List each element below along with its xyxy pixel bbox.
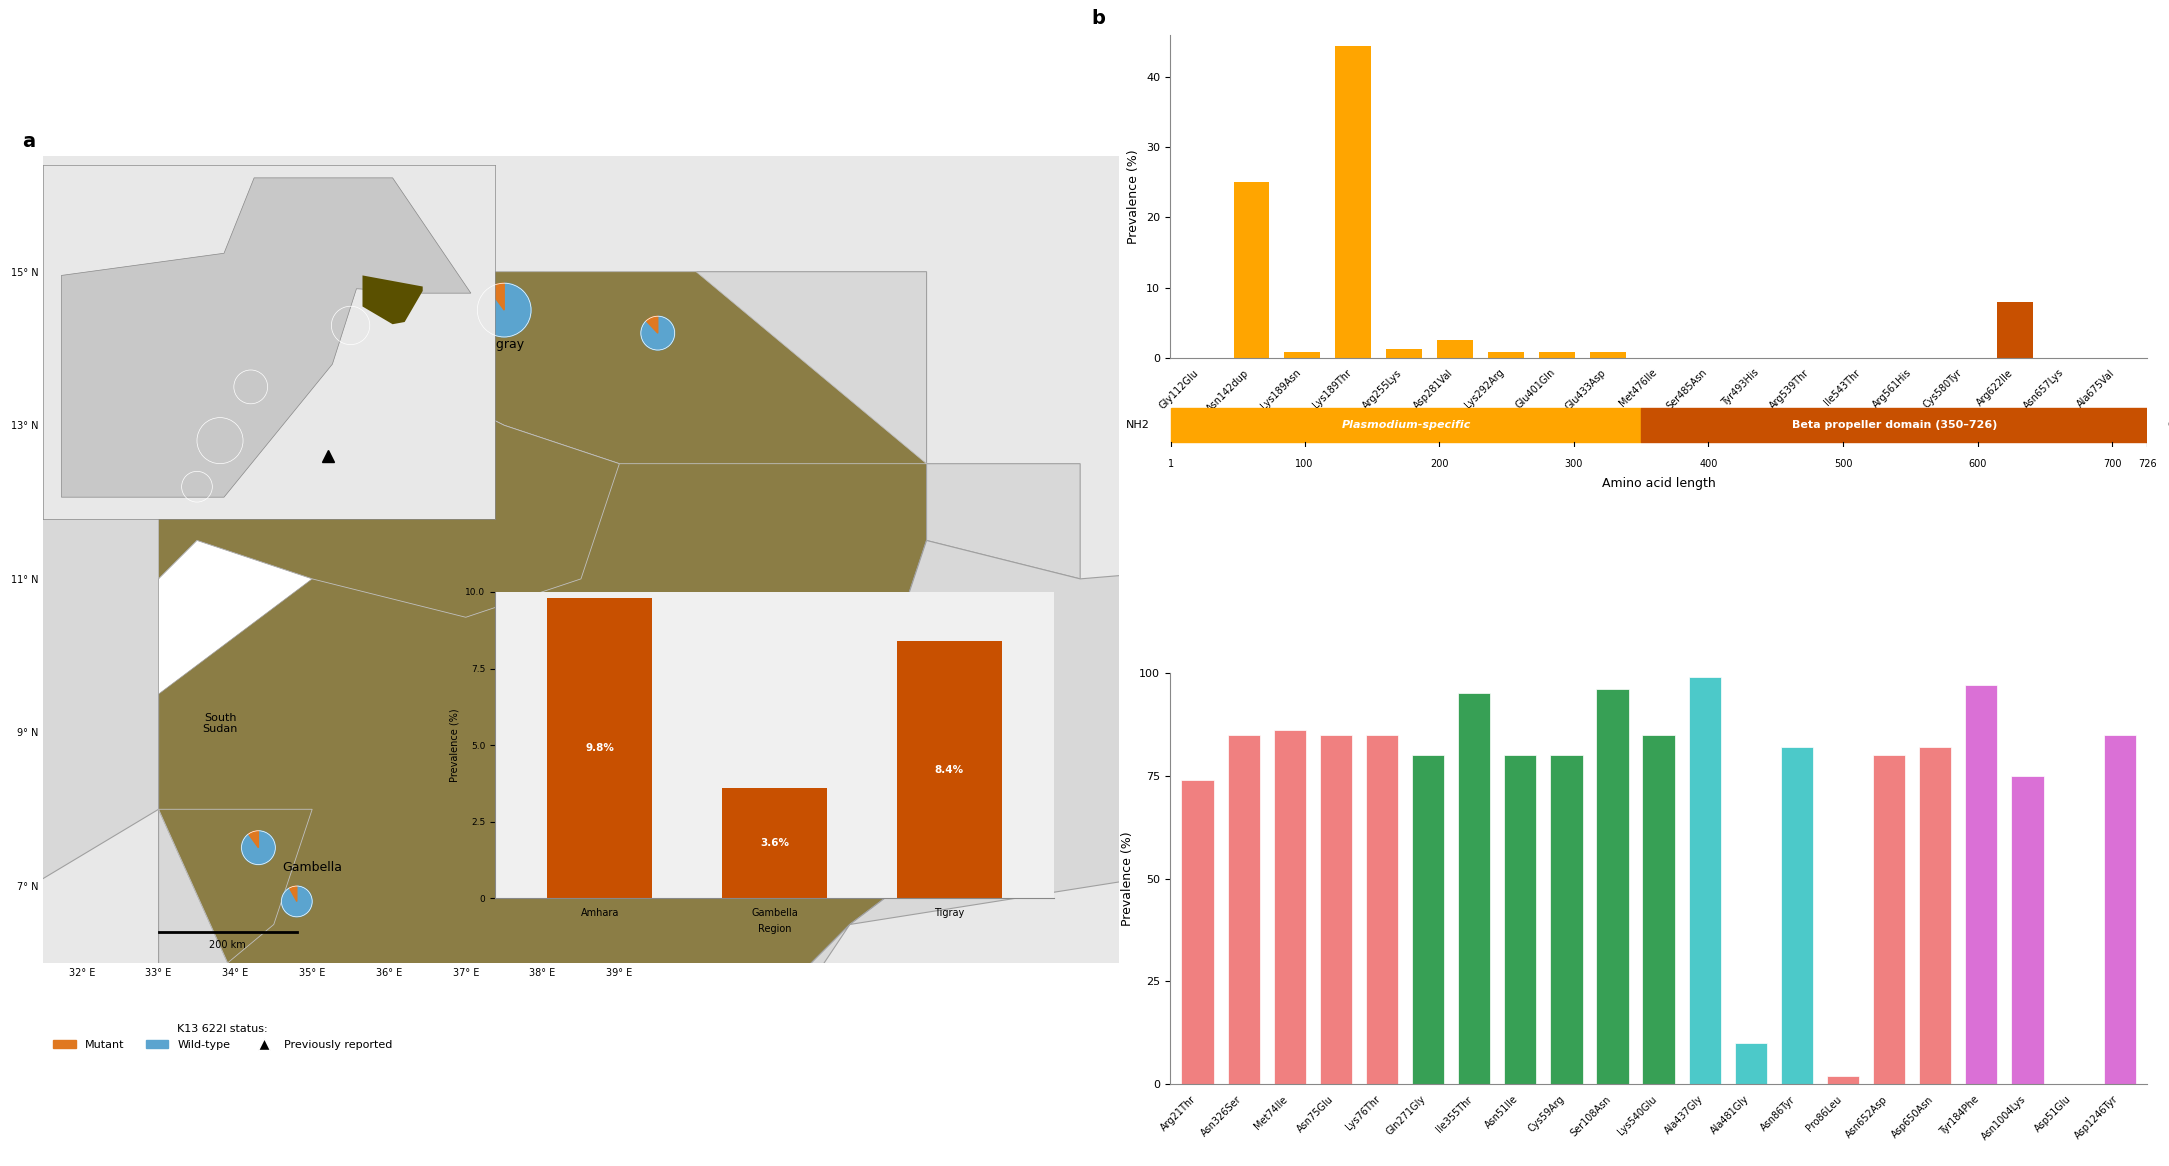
Wedge shape (200, 417, 243, 464)
Polygon shape (850, 541, 1579, 925)
Text: 200 km: 200 km (210, 940, 245, 949)
Bar (1336, 45, 1371, 358)
Text: NH2: NH2 (1126, 420, 1150, 430)
Text: 726: 726 (2139, 459, 2156, 470)
Text: c: c (1091, 640, 1104, 659)
Wedge shape (334, 307, 351, 325)
Bar (1386, 350, 1423, 358)
Bar (1503, 756, 1536, 1084)
Bar (1781, 747, 1813, 1084)
Bar (1965, 686, 1998, 1084)
Bar (1551, 756, 1583, 1084)
Bar (1687, 677, 1720, 1084)
Y-axis label: Prevalence (%): Prevalence (%) (1128, 149, 1141, 244)
Polygon shape (158, 809, 542, 1117)
Text: Tigray: Tigray (484, 338, 523, 351)
Text: 400: 400 (1698, 459, 1718, 470)
Bar (1596, 689, 1629, 1084)
Text: 600: 600 (1969, 459, 1987, 470)
Bar (1826, 1076, 1859, 1084)
Bar (1874, 756, 1904, 1084)
Wedge shape (249, 831, 258, 848)
Text: Beta propeller domain (350–726): Beta propeller domain (350–726) (1792, 420, 1998, 430)
Text: South
Sudan: South Sudan (202, 712, 239, 735)
Text: 500: 500 (1833, 459, 1852, 470)
Polygon shape (926, 464, 1080, 578)
Text: b: b (1091, 9, 1106, 28)
Text: a: a (22, 132, 35, 152)
Bar (1228, 735, 1260, 1084)
Bar (2104, 735, 2136, 1084)
Legend: Mutant, Wild-type, Previously reported: Mutant, Wild-type, Previously reported (50, 1019, 397, 1054)
Bar (1234, 182, 1269, 358)
Wedge shape (182, 471, 197, 486)
Polygon shape (0, 272, 158, 1040)
Wedge shape (488, 283, 503, 310)
Wedge shape (646, 316, 657, 333)
Text: Amhara: Amhara (325, 477, 375, 490)
Bar (1366, 735, 1399, 1084)
Bar (1642, 735, 1674, 1084)
Wedge shape (234, 370, 267, 403)
Text: Sudan: Sudan (197, 330, 230, 367)
Bar (1458, 694, 1490, 1084)
Bar (1488, 352, 1523, 358)
Bar (1273, 730, 1306, 1084)
Text: 100: 100 (1295, 459, 1314, 470)
Polygon shape (427, 272, 926, 464)
Polygon shape (427, 272, 926, 464)
Polygon shape (119, 272, 1004, 1117)
Bar (1284, 352, 1321, 358)
Wedge shape (197, 417, 219, 450)
Wedge shape (282, 886, 312, 916)
Wedge shape (332, 307, 369, 345)
Bar (1182, 780, 1215, 1084)
Text: 1: 1 (1169, 459, 1173, 470)
Text: 700: 700 (2104, 459, 2121, 470)
Wedge shape (234, 370, 252, 391)
Wedge shape (477, 283, 531, 337)
Bar (1438, 340, 1473, 358)
Polygon shape (158, 387, 620, 617)
Text: Amino acid length: Amino acid length (1601, 477, 1716, 490)
Y-axis label: Prevalence (%): Prevalence (%) (1121, 831, 1134, 926)
Wedge shape (640, 316, 675, 350)
Text: 200: 200 (1429, 459, 1449, 470)
Polygon shape (273, 925, 850, 1117)
Bar (1642, 408, 2147, 442)
Wedge shape (241, 831, 275, 864)
Bar (1540, 352, 1575, 358)
Bar (1920, 747, 1952, 1084)
Bar (1171, 408, 1642, 442)
Wedge shape (182, 471, 213, 503)
Text: 300: 300 (1564, 459, 1583, 470)
Bar (2011, 775, 2043, 1084)
Text: Gambella: Gambella (282, 861, 343, 873)
Bar (1590, 352, 1625, 358)
Text: Eritrea: Eritrea (406, 246, 449, 259)
Polygon shape (158, 541, 312, 694)
Text: Plasmodium-specific: Plasmodium-specific (1340, 420, 1471, 430)
Bar (1412, 756, 1445, 1084)
Polygon shape (158, 809, 312, 963)
Bar (1735, 1044, 1768, 1084)
Bar (1998, 302, 2032, 358)
Bar (1319, 735, 1351, 1084)
Wedge shape (288, 886, 297, 901)
